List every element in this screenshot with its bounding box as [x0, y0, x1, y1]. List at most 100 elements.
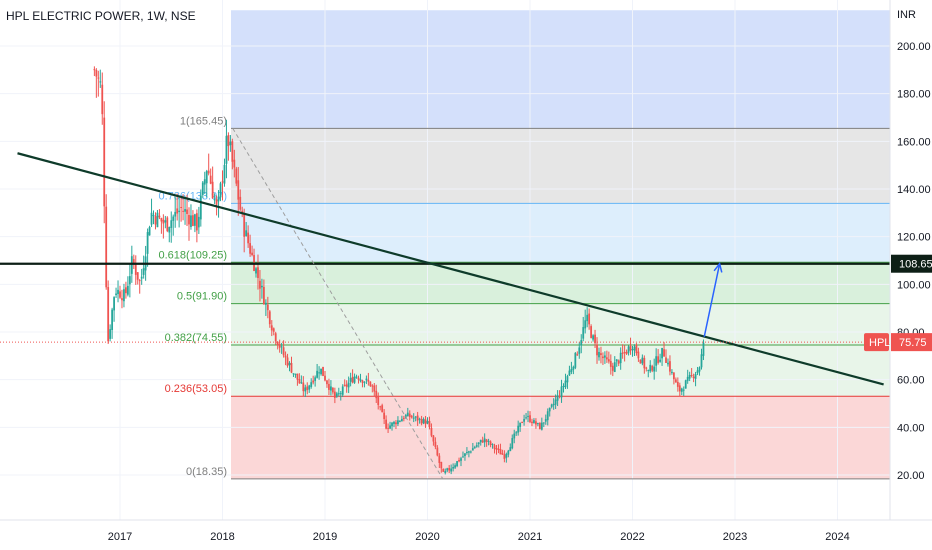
drawn-lines[interactable]	[0, 128, 890, 480]
x-tick-label: 2018	[210, 531, 234, 543]
candle-body	[164, 220, 167, 223]
candle-body	[515, 432, 518, 434]
candle-body	[93, 69, 96, 71]
candle-body	[270, 325, 273, 331]
projection-arrow[interactable]	[703, 263, 721, 337]
candle-body	[442, 468, 445, 472]
candle-body	[588, 313, 591, 325]
candle-body	[605, 357, 608, 360]
last-price-badge[interactable]	[891, 333, 932, 352]
candle-body	[458, 459, 460, 462]
candle-body	[548, 407, 551, 412]
fib-level-label: 0.5(91.90)	[177, 291, 227, 303]
candle-body	[320, 368, 322, 375]
candle-body	[178, 210, 181, 213]
candle-body	[485, 439, 488, 442]
candle-body	[184, 209, 186, 212]
candle-body	[304, 387, 307, 392]
candle-body	[245, 230, 248, 237]
candle-body	[328, 383, 330, 390]
candle-body	[154, 216, 157, 225]
candle-body	[318, 372, 320, 374]
candle-body	[536, 423, 539, 425]
candle-body	[507, 450, 510, 455]
grid	[0, 0, 890, 520]
candle-body	[408, 413, 411, 417]
fib-level-label: 0.618(109.25)	[159, 249, 228, 261]
candle-body	[582, 327, 585, 339]
candle-body	[466, 451, 468, 453]
candle-body	[525, 417, 527, 419]
candle-body	[223, 164, 226, 184]
candle-body	[268, 311, 271, 325]
y-tick-label: 40.00	[897, 422, 925, 434]
candle-body	[387, 427, 389, 429]
candle-body	[702, 342, 705, 356]
candle-body	[136, 272, 139, 280]
candle-body	[296, 373, 299, 380]
candle-body	[645, 367, 648, 369]
candle-body	[266, 304, 269, 311]
candle-body	[552, 403, 555, 406]
candle-body	[456, 461, 458, 467]
candle-body	[237, 180, 240, 200]
candle-body	[688, 375, 691, 379]
candle-body	[229, 141, 232, 146]
candle-body	[493, 445, 496, 449]
candle-body	[682, 389, 685, 391]
x-axis[interactable]: 2017 2018 2019 2020 2021 2022 2023 2024	[0, 519, 932, 550]
candle-body	[452, 467, 455, 469]
candle-body	[341, 386, 344, 395]
candle-body	[580, 340, 583, 346]
candle-body	[623, 352, 626, 354]
candle-body	[613, 362, 616, 372]
y-axis[interactable]: INR20.0040.0060.0080.00100.00120.00140.0…	[864, 0, 932, 550]
trend-line[interactable]	[17, 152, 884, 386]
candle-body	[617, 360, 620, 364]
symbol-tag[interactable]	[864, 333, 889, 352]
level-price-badge[interactable]	[891, 254, 932, 273]
candle-body	[607, 359, 610, 362]
candle-body	[351, 377, 354, 383]
candle-body	[467, 451, 470, 453]
candle-body	[355, 376, 358, 378]
candle-body	[410, 415, 413, 418]
candle-body	[651, 366, 654, 371]
candle-body	[132, 259, 135, 265]
candle-body	[509, 447, 512, 452]
candle-body	[503, 454, 506, 459]
candle-body	[186, 209, 188, 215]
candle-body	[168, 226, 171, 233]
candle-body	[272, 328, 275, 332]
candle-body	[399, 420, 401, 422]
candle-body	[243, 214, 246, 237]
candle-body	[239, 196, 242, 210]
x-tick-label: 2024	[825, 531, 849, 543]
candle-body	[578, 347, 581, 354]
candle-body	[213, 199, 216, 201]
candle-body	[653, 366, 656, 372]
y-tick-label: 160.00	[897, 136, 931, 148]
candle-body	[335, 393, 338, 397]
candle-body	[148, 227, 151, 236]
candle-body	[469, 451, 472, 453]
candle-body	[513, 433, 516, 439]
candle-body	[126, 285, 129, 295]
candle-body	[568, 370, 571, 376]
candle-body	[499, 449, 502, 455]
candle-body	[621, 352, 624, 354]
candle-body	[641, 357, 644, 364]
candle-body	[343, 384, 346, 386]
projection-arrow-head	[713, 262, 723, 273]
candle-body	[262, 286, 265, 305]
candle-body	[128, 276, 131, 285]
candle-body	[663, 349, 665, 357]
fib-anchor-line[interactable]	[232, 128, 444, 480]
y-tick-label: 100.00	[897, 279, 931, 291]
candle-body	[690, 374, 693, 376]
candle-body	[649, 364, 652, 372]
candle-body	[416, 415, 419, 421]
candle-body	[359, 379, 362, 382]
